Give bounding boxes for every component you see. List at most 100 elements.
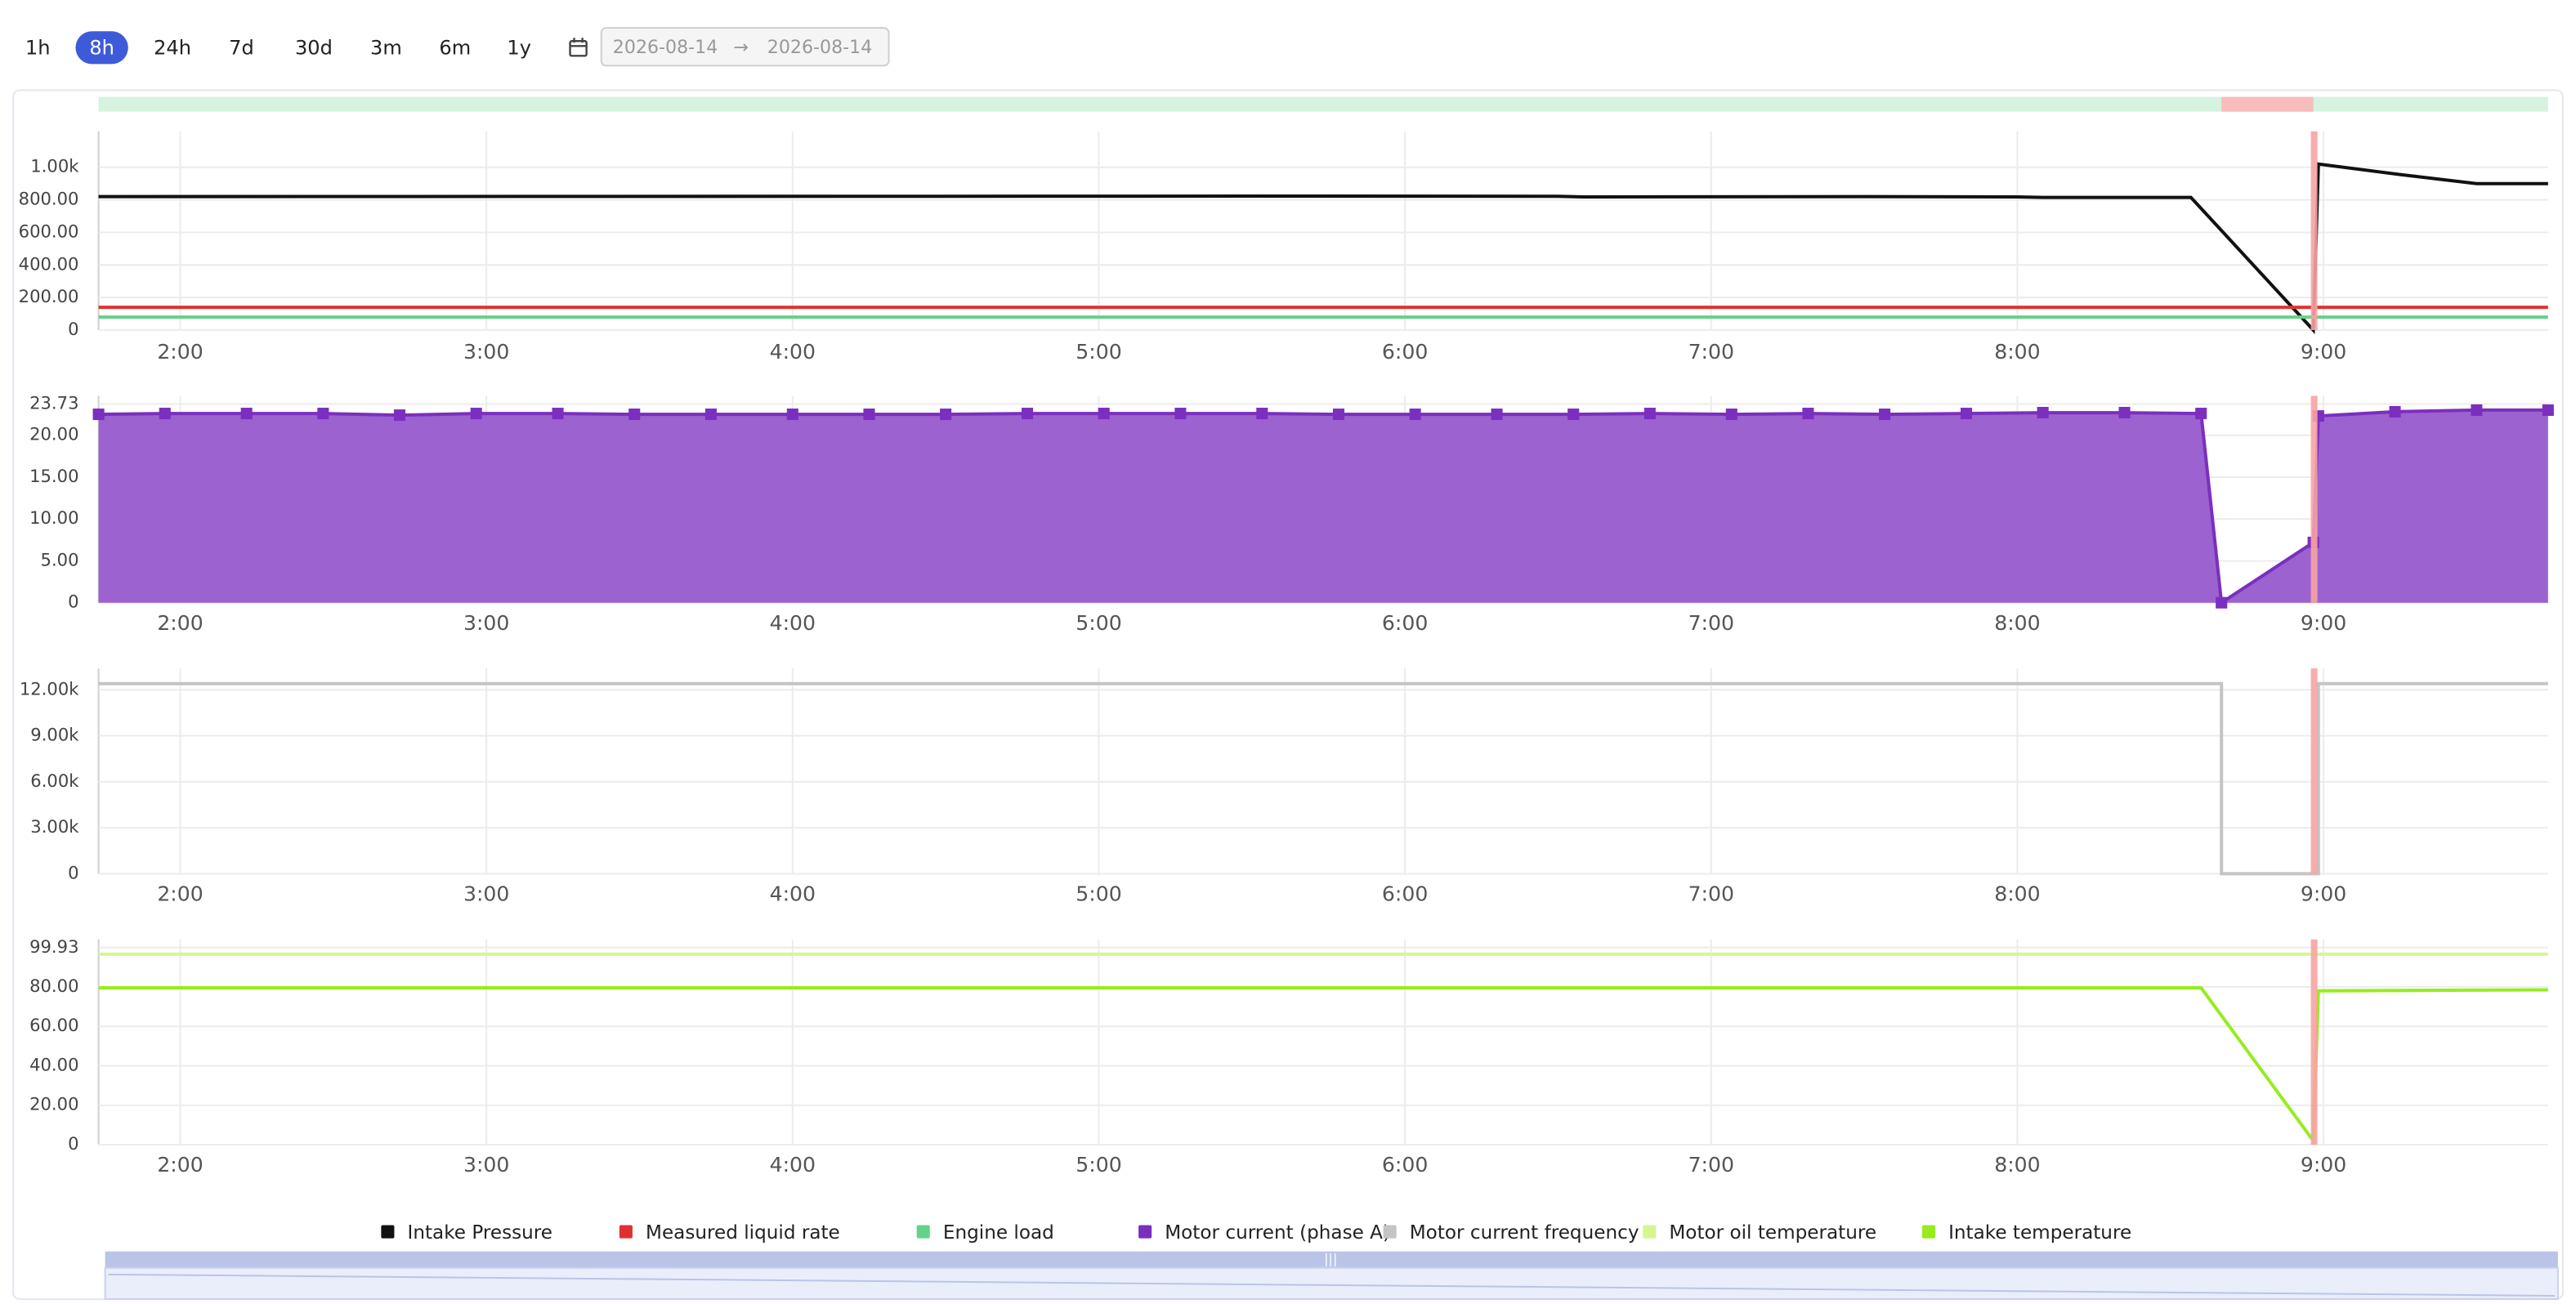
- x-tick-label: 3:00: [463, 611, 509, 635]
- legend-swatch[interactable]: [381, 1225, 395, 1239]
- point-marker: [863, 409, 875, 421]
- y-tick-label: 5.00: [41, 549, 79, 569]
- x-tick-label: 6:00: [1382, 882, 1428, 905]
- range-button[interactable]: 8h: [89, 36, 114, 59]
- x-tick-label: 9:00: [2301, 1153, 2346, 1177]
- legend-label[interactable]: Measured liquid rate: [646, 1222, 840, 1244]
- point-marker: [552, 408, 564, 420]
- range-button-active[interactable]: [75, 31, 128, 65]
- legend-label[interactable]: Motor current (phase A): [1165, 1222, 1390, 1244]
- y-tick-label: 20.00: [29, 1094, 78, 1114]
- y-tick-label: 80.00: [29, 976, 78, 996]
- point-marker: [628, 409, 641, 421]
- x-tick-label: 2:00: [157, 882, 203, 905]
- x-tick-label: 8:00: [1994, 1153, 2040, 1177]
- x-tick-label: 6:00: [1382, 611, 1428, 635]
- x-tick-label: 4:00: [770, 1153, 816, 1177]
- date-separator: →: [733, 37, 749, 58]
- range-button[interactable]: 3m: [370, 36, 402, 59]
- range-button[interactable]: 24h: [154, 36, 191, 59]
- y-tick-label: 0: [68, 319, 78, 339]
- legend-swatch[interactable]: [1383, 1225, 1397, 1239]
- range-button[interactable]: 30d: [295, 36, 333, 59]
- point-marker: [240, 408, 253, 420]
- alarm-marker: [2310, 395, 2318, 603]
- timeline-alarm: [2221, 96, 2314, 112]
- legend-swatch[interactable]: [619, 1225, 633, 1239]
- point-marker: [2216, 596, 2228, 609]
- range-button[interactable]: 7d: [229, 36, 254, 59]
- y-tick-label: 0: [68, 592, 78, 612]
- x-tick-label: 9:00: [2301, 882, 2346, 905]
- x-tick-label: 5:00: [1076, 340, 1121, 364]
- x-tick-label: 4:00: [770, 882, 816, 905]
- legend-label[interactable]: Motor current frequency: [1410, 1222, 1639, 1244]
- navigator-grip[interactable]: |||: [1324, 1251, 1337, 1266]
- point-marker: [1491, 409, 1503, 421]
- date-range-input[interactable]: [600, 27, 890, 67]
- x-tick-label: 3:00: [463, 882, 509, 905]
- point-marker: [470, 408, 482, 420]
- point-marker: [1879, 409, 1891, 421]
- point-marker: [393, 409, 406, 422]
- y-tick-label: 10.00: [29, 507, 78, 528]
- y-tick-label: 40.00: [29, 1054, 78, 1074]
- y-tick-label: 6.00k: [30, 770, 79, 791]
- chart: 0 200.00 400.00 600.00 800.00 1.00k 2:00 3:00 4:…: [19, 131, 2548, 364]
- point-marker: [704, 409, 717, 421]
- point-marker: [1802, 408, 1814, 420]
- x-tick-label: 7:00: [1688, 611, 1734, 635]
- x-tick-label: 2:00: [157, 611, 203, 635]
- series-line: [98, 162, 2548, 335]
- area-fill: [98, 409, 2548, 603]
- x-tick-label: 5:00: [1076, 1153, 1121, 1177]
- point-marker: [2542, 404, 2554, 416]
- point-marker: [2037, 407, 2049, 419]
- point-marker: [2471, 404, 2483, 416]
- legend-swatch[interactable]: [916, 1225, 930, 1239]
- x-tick-label: 8:00: [1994, 611, 2040, 635]
- legend-label[interactable]: Intake Pressure: [408, 1222, 552, 1244]
- alarm-marker: [2310, 131, 2318, 331]
- legend-swatch[interactable]: [1643, 1225, 1657, 1239]
- point-marker: [1332, 409, 1344, 421]
- y-tick-label: 3.00k: [30, 816, 79, 837]
- point-marker: [1644, 408, 1656, 420]
- point-marker: [2389, 405, 2401, 418]
- series-line: [98, 408, 2548, 606]
- x-tick-label: 3:00: [463, 1153, 509, 1177]
- y-tick-label: 20.00: [29, 424, 78, 444]
- legend-label[interactable]: Intake temperature: [1948, 1222, 2131, 1244]
- legend-swatch[interactable]: [1921, 1225, 1936, 1239]
- navigator-window[interactable]: [104, 1266, 2559, 1300]
- point-marker: [1256, 408, 1268, 420]
- point-marker: [940, 409, 952, 421]
- y-tick-label: 15.00: [29, 466, 78, 486]
- y-tick-label: 600.00: [19, 221, 79, 241]
- x-tick-label: 9:00: [2301, 611, 2346, 635]
- chart: 0 20.00 40.00 60.00 80.00 99.93 2:00 3:00 4:00 5:…: [29, 936, 2548, 1177]
- timeline-normal: [98, 96, 2548, 112]
- legend-swatch[interactable]: [1138, 1225, 1152, 1239]
- point-marker: [92, 409, 105, 421]
- x-tick-label: 2:00: [157, 1153, 203, 1177]
- point-marker: [317, 408, 329, 420]
- date-to: 2026-08-14: [767, 37, 873, 58]
- x-tick-label: 5:00: [1076, 882, 1121, 905]
- navigator-handle[interactable]: [105, 1251, 2558, 1268]
- legend-label[interactable]: Engine load: [943, 1222, 1054, 1244]
- x-tick-label: 3:00: [463, 340, 509, 364]
- x-tick-label: 9:00: [2301, 340, 2346, 364]
- chart: 0 5.00 10.00 15.00 20.00 23.73 2:00 3:00 4:00 5:0…: [29, 392, 2554, 635]
- range-button[interactable]: 1y: [507, 36, 531, 59]
- calendar-icon[interactable]: [569, 38, 588, 57]
- legend-label[interactable]: Motor oil temperature: [1669, 1222, 1876, 1244]
- panel-frame: [12, 89, 2564, 1300]
- y-tick-label: 9.00k: [30, 725, 79, 745]
- x-tick-label: 2:00: [157, 340, 203, 364]
- point-marker: [1568, 409, 1580, 421]
- range-button[interactable]: 6m: [439, 36, 471, 59]
- range-button[interactable]: 1h: [25, 36, 51, 59]
- point-marker: [2195, 408, 2207, 420]
